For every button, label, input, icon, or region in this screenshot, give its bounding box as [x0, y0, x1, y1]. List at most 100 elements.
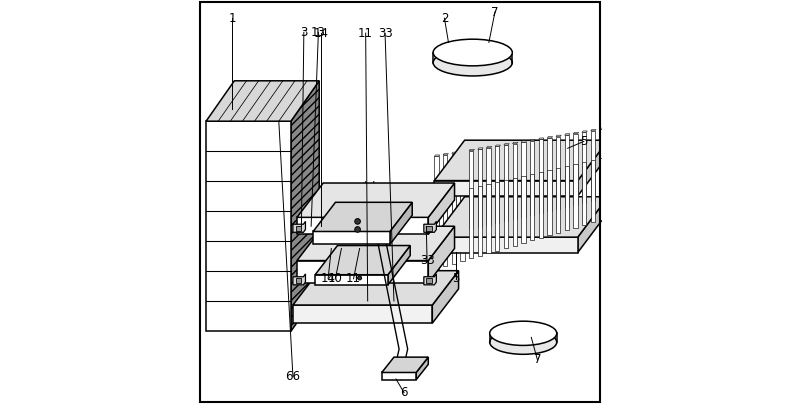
Polygon shape	[565, 135, 569, 207]
Polygon shape	[504, 144, 509, 145]
Polygon shape	[556, 168, 560, 233]
Polygon shape	[495, 145, 501, 147]
Polygon shape	[513, 142, 518, 144]
Polygon shape	[452, 192, 456, 263]
Text: 11: 11	[358, 27, 373, 40]
Polygon shape	[513, 178, 517, 246]
Polygon shape	[530, 141, 534, 215]
Text: 10: 10	[328, 272, 342, 285]
Circle shape	[358, 276, 362, 280]
Polygon shape	[582, 133, 586, 203]
Polygon shape	[530, 174, 534, 240]
Polygon shape	[424, 221, 436, 232]
Text: 66: 66	[286, 370, 301, 383]
Text: 33: 33	[378, 27, 393, 40]
Polygon shape	[574, 133, 578, 134]
Polygon shape	[297, 183, 454, 217]
Polygon shape	[574, 134, 578, 205]
Polygon shape	[315, 246, 410, 275]
Text: 5: 5	[452, 272, 459, 285]
Polygon shape	[291, 81, 319, 331]
Polygon shape	[599, 129, 604, 199]
Polygon shape	[538, 138, 544, 139]
Polygon shape	[556, 137, 560, 209]
Text: 14: 14	[314, 27, 329, 40]
Polygon shape	[504, 180, 508, 248]
Polygon shape	[434, 155, 440, 156]
Polygon shape	[522, 176, 526, 243]
Polygon shape	[460, 152, 465, 231]
Polygon shape	[478, 186, 482, 256]
Ellipse shape	[490, 330, 557, 354]
Polygon shape	[486, 147, 492, 148]
Text: 11: 11	[346, 272, 361, 285]
Polygon shape	[460, 190, 465, 261]
Polygon shape	[538, 139, 543, 213]
Polygon shape	[426, 278, 432, 283]
Polygon shape	[206, 81, 319, 121]
Text: 6: 6	[400, 386, 408, 399]
Polygon shape	[424, 274, 436, 285]
Polygon shape	[547, 170, 551, 235]
Polygon shape	[206, 121, 291, 331]
Polygon shape	[538, 172, 543, 238]
Polygon shape	[504, 145, 508, 221]
Polygon shape	[313, 231, 390, 244]
Polygon shape	[452, 152, 457, 154]
Polygon shape	[390, 202, 412, 244]
Polygon shape	[460, 151, 466, 152]
Polygon shape	[522, 142, 526, 217]
Text: 1: 1	[229, 12, 236, 25]
Polygon shape	[434, 156, 438, 237]
Polygon shape	[428, 183, 454, 234]
Polygon shape	[382, 372, 416, 380]
Circle shape	[354, 219, 361, 224]
Polygon shape	[578, 140, 608, 196]
Polygon shape	[297, 226, 454, 261]
Polygon shape	[513, 144, 517, 219]
Polygon shape	[293, 305, 432, 323]
Polygon shape	[469, 149, 474, 151]
Polygon shape	[388, 246, 410, 285]
Polygon shape	[434, 197, 608, 237]
Polygon shape	[486, 184, 490, 253]
Ellipse shape	[433, 39, 512, 66]
Text: 7: 7	[534, 353, 541, 366]
Polygon shape	[443, 194, 447, 266]
Polygon shape	[556, 135, 562, 137]
Polygon shape	[599, 128, 605, 129]
Polygon shape	[590, 131, 595, 201]
Polygon shape	[434, 181, 578, 196]
Text: 7: 7	[491, 6, 498, 19]
Polygon shape	[382, 357, 428, 372]
Polygon shape	[582, 162, 586, 225]
Polygon shape	[486, 148, 490, 225]
Polygon shape	[574, 164, 578, 227]
Polygon shape	[530, 139, 535, 141]
Polygon shape	[582, 131, 587, 133]
Polygon shape	[443, 155, 447, 235]
Circle shape	[354, 227, 361, 232]
Polygon shape	[293, 271, 458, 305]
Polygon shape	[293, 221, 306, 232]
Text: 5: 5	[580, 135, 587, 148]
Polygon shape	[434, 140, 608, 181]
Text: 13: 13	[311, 26, 326, 39]
Polygon shape	[590, 129, 596, 131]
Polygon shape	[293, 274, 306, 285]
Polygon shape	[578, 197, 608, 252]
Polygon shape	[469, 151, 474, 229]
Ellipse shape	[433, 49, 512, 76]
Polygon shape	[295, 278, 301, 283]
Text: 2: 2	[441, 12, 448, 25]
Text: 14: 14	[321, 272, 335, 285]
Polygon shape	[295, 226, 301, 231]
Polygon shape	[434, 196, 438, 269]
Polygon shape	[495, 147, 499, 223]
Polygon shape	[426, 226, 432, 231]
Polygon shape	[547, 137, 553, 138]
Polygon shape	[547, 138, 551, 211]
Polygon shape	[432, 271, 458, 323]
Polygon shape	[452, 154, 456, 233]
Polygon shape	[599, 158, 604, 220]
